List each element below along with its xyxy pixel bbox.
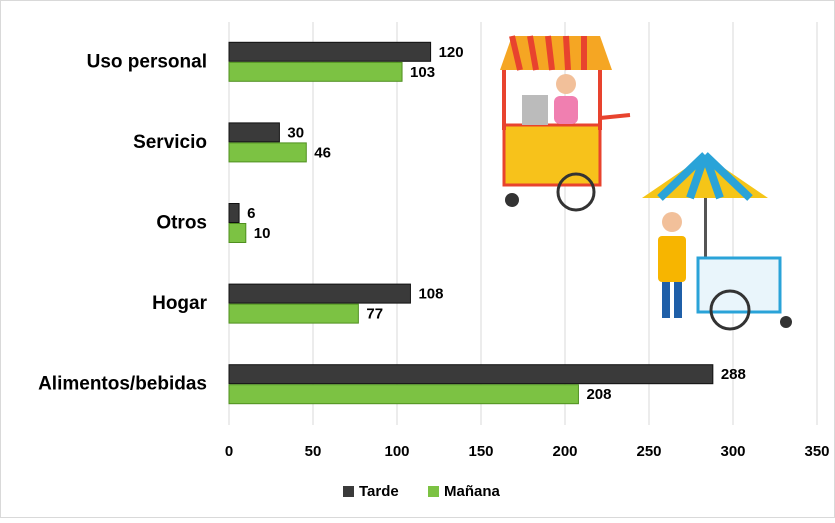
chart: 0 50 100 150 200 250 300 350 Uso personal 120103 S…	[0, 0, 835, 518]
pole	[598, 70, 602, 130]
bar	[229, 204, 239, 223]
value-label: 77	[366, 306, 383, 323]
x-tick-label: 50	[305, 443, 322, 460]
value-label: 46	[314, 144, 331, 161]
x-tick-label: 150	[468, 443, 493, 460]
vendor-body	[658, 236, 686, 282]
bar	[229, 62, 402, 81]
wheel	[780, 316, 792, 328]
legend-swatch	[428, 486, 439, 497]
value-label: 103	[410, 64, 435, 81]
x-tick-label: 300	[720, 443, 745, 460]
category-label: Hogar	[152, 293, 208, 314]
bar	[229, 224, 246, 243]
category-label: Alimentos/bebidas	[38, 374, 207, 395]
x-tick-label: 0	[225, 443, 233, 460]
value-label: 10	[254, 225, 271, 242]
category-label: Otros	[156, 213, 207, 234]
category-label: Servicio	[133, 132, 207, 153]
wheel	[505, 193, 519, 207]
value-label: 208	[586, 386, 611, 403]
x-tick-label: 350	[804, 443, 829, 460]
bar	[229, 143, 306, 162]
legend-swatch	[343, 486, 354, 497]
value-label: 120	[439, 44, 464, 61]
value-label: 6	[247, 205, 255, 222]
vendor-head	[556, 74, 576, 94]
bar	[229, 42, 431, 61]
pot	[522, 95, 548, 125]
bar	[229, 284, 410, 303]
bar	[229, 123, 279, 142]
category-label: Uso personal	[87, 51, 207, 72]
vendor-leg	[662, 282, 670, 318]
value-label: 30	[287, 124, 304, 141]
bar	[229, 365, 713, 384]
x-tick-label: 200	[552, 443, 577, 460]
vendor-leg	[674, 282, 682, 318]
pole	[704, 198, 707, 258]
value-label: 108	[418, 286, 443, 303]
bar	[229, 385, 578, 404]
x-tick-label: 250	[636, 443, 661, 460]
legend-label: Tarde	[359, 483, 399, 500]
pole	[502, 70, 506, 130]
vendor-body	[554, 96, 578, 124]
cart-body	[698, 258, 780, 312]
bar	[229, 304, 358, 323]
vendor-head	[662, 212, 682, 232]
legend-label: Mañana	[444, 483, 501, 500]
x-tick-label: 100	[384, 443, 409, 460]
value-label: 288	[721, 366, 746, 383]
